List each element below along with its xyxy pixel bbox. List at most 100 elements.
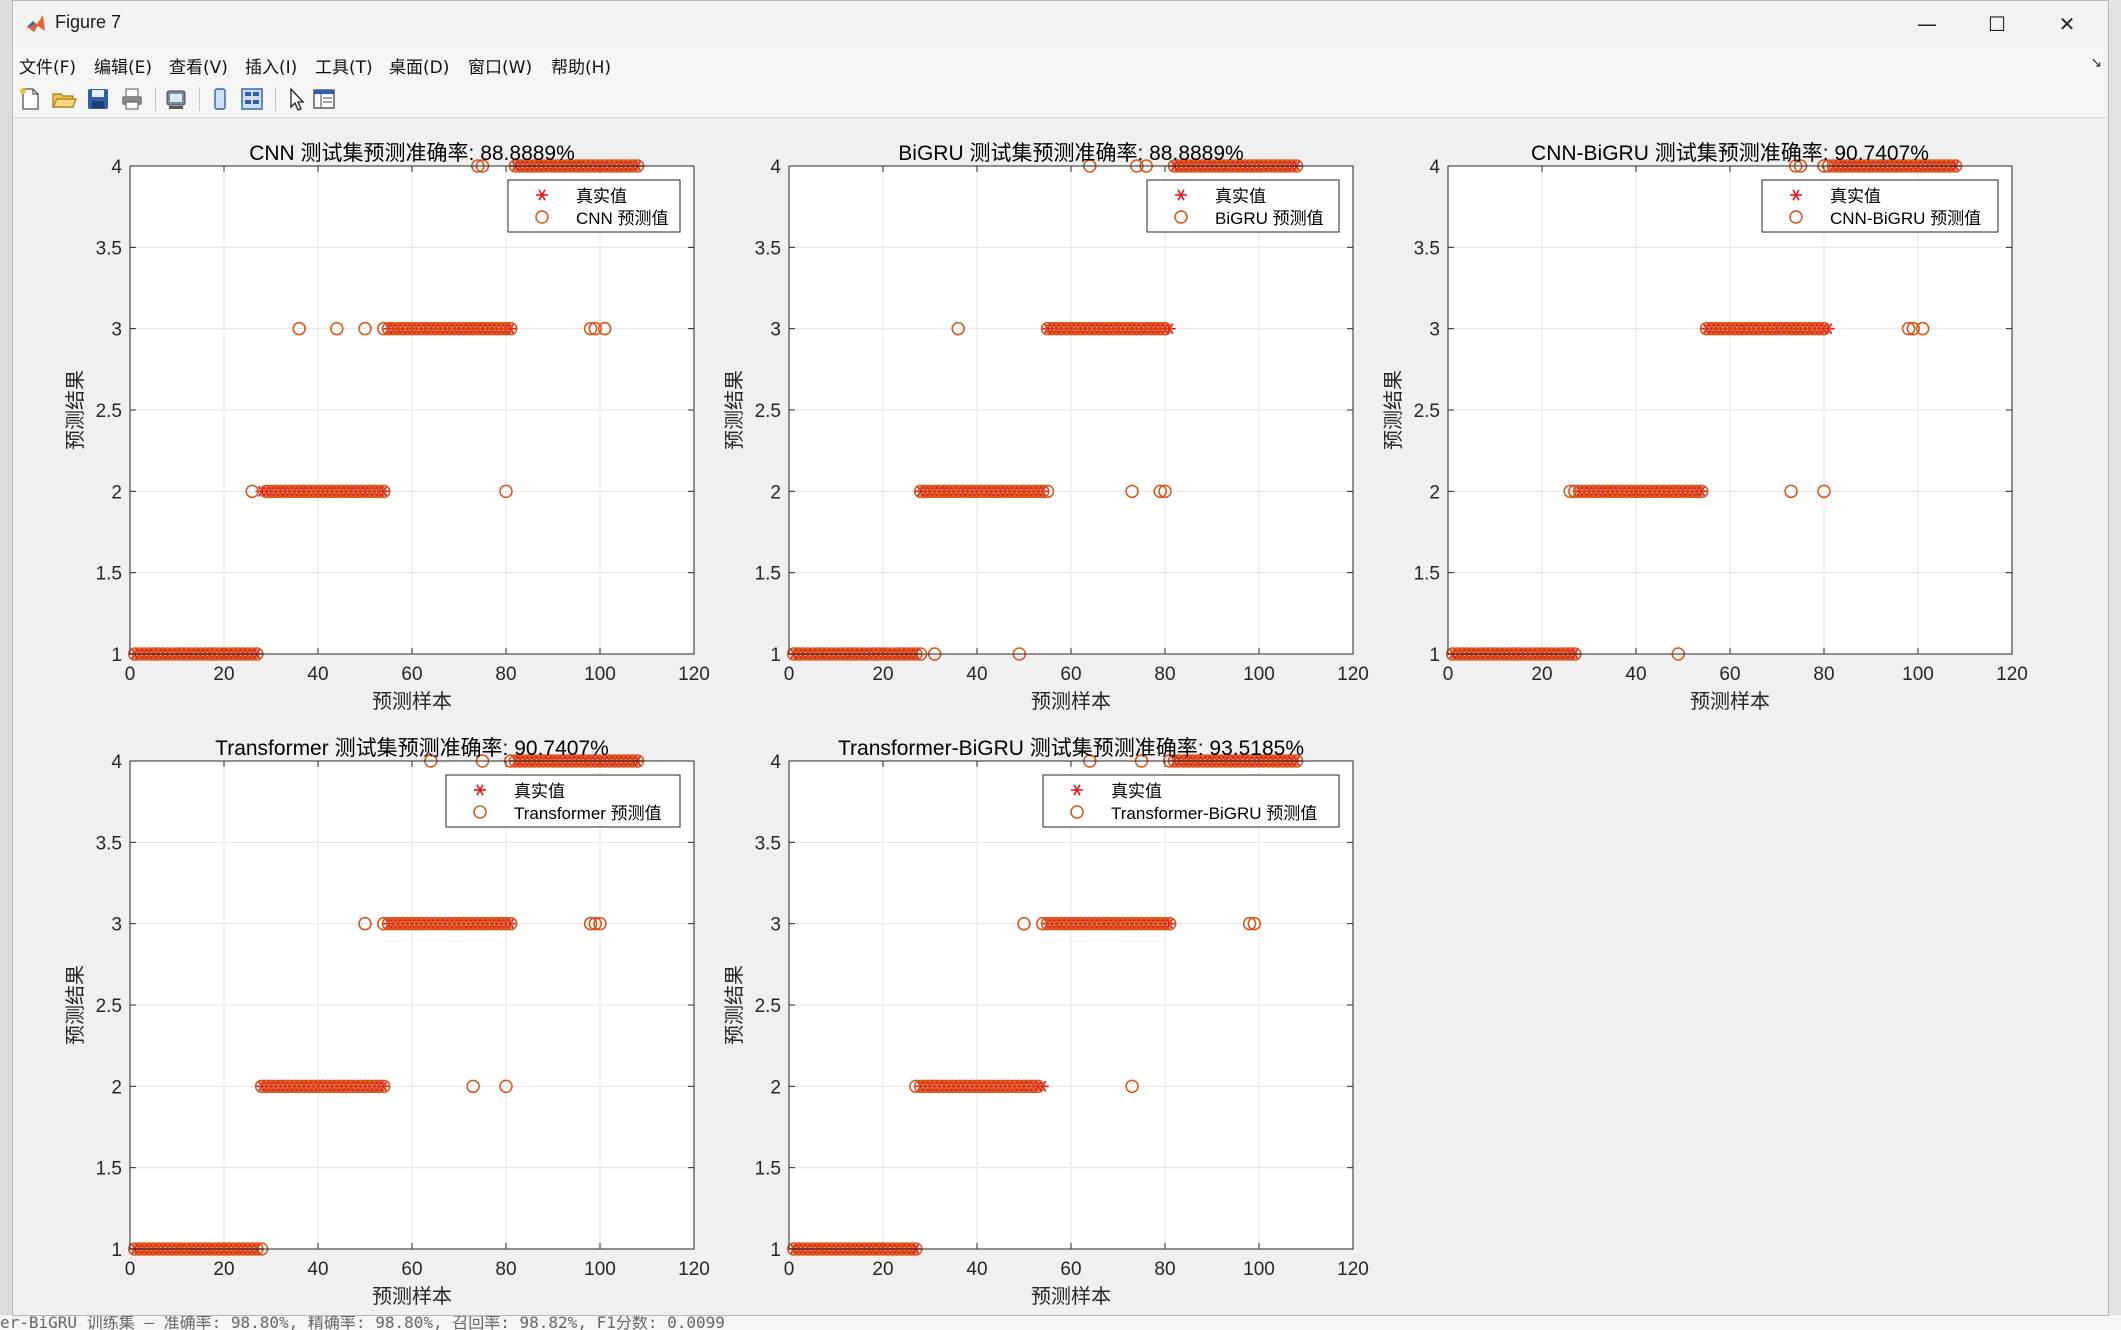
property-editor-icon[interactable] <box>311 86 337 112</box>
menu-desktop[interactable]: 桌面(D) <box>389 58 450 78</box>
predicted-value-point <box>1629 484 1643 499</box>
legend-pred-label: BiGRU 预测值 <box>1215 209 1324 228</box>
predicted-value-point <box>315 484 330 499</box>
predicted-value-point <box>362 484 377 499</box>
menu-file[interactable]: 文件(F) <box>19 58 77 78</box>
predicted-value-point <box>391 916 405 931</box>
menu-dock-arrow-icon[interactable]: ↘ <box>2090 55 2102 71</box>
maximize-button[interactable]: ☐ <box>1962 1 2032 47</box>
new-figure-icon[interactable] <box>17 86 43 112</box>
predicted-value-point <box>984 1079 998 1094</box>
predicted-value-point <box>951 1079 965 1094</box>
predicted-value-point <box>442 916 457 931</box>
predicted-value-point <box>259 1079 274 1094</box>
axes-border <box>788 760 1354 1250</box>
predicted-value-point <box>386 321 400 336</box>
predicted-value-point <box>1713 321 1728 336</box>
subplot-3: 0 20 40 60 80 100 120 1 1.5 2 2.5 3 3.5 4 CNN-BiGRU 测试… <box>1382 142 2028 713</box>
predicted-value-point <box>499 321 513 336</box>
predicted-value-point <box>1652 484 1667 499</box>
edit-plot-arrow-icon[interactable] <box>283 86 309 112</box>
x-tick-label: 100 <box>1902 664 1934 685</box>
open-file-icon[interactable] <box>51 86 77 112</box>
legend-box <box>1146 179 1340 233</box>
y-tick-label: 3 <box>111 915 122 936</box>
legend-pred-label: CNN 预测值 <box>576 209 669 228</box>
predicted-value-point <box>320 1079 335 1094</box>
predicted-value-point <box>1770 321 1784 336</box>
predicted-value-point <box>1101 916 1116 931</box>
link-plot-icon[interactable] <box>207 86 233 112</box>
legend-true-label: 真实值 <box>1111 782 1162 801</box>
predicted-value-point <box>965 1079 980 1094</box>
insert-colorbar-icon[interactable] <box>239 86 265 112</box>
predicted-value-point <box>942 1079 956 1094</box>
menu-insert[interactable]: 插入(I) <box>245 58 298 78</box>
predicted-value-point <box>424 321 438 336</box>
x-tick-label: 60 <box>401 1259 422 1280</box>
predicted-value-point <box>1798 321 1812 336</box>
predicted-value-point <box>254 1079 269 1094</box>
predicted-outlier-point <box>1901 321 1916 336</box>
menu-view[interactable]: 查看(V) <box>169 58 228 78</box>
predicted-value-point <box>1012 1079 1027 1094</box>
subplot-title: CNN-BiGRU 测试集预测准确率: 90.7407% <box>1531 142 1929 165</box>
menu-edit[interactable]: 编辑(E) <box>94 58 153 78</box>
print-icon[interactable] <box>119 86 145 112</box>
predicted-value-point <box>1638 484 1653 499</box>
save-icon[interactable] <box>85 86 111 112</box>
predicted-value-point <box>381 916 396 931</box>
predicted-value-point <box>998 1079 1012 1094</box>
predicted-value-point <box>1054 321 1069 336</box>
close-button[interactable]: ✕ <box>2032 1 2102 47</box>
print-preview-icon[interactable] <box>163 86 189 112</box>
predicted-value-point <box>424 916 438 931</box>
predicted-value-point <box>1134 321 1149 336</box>
x-tick-label: 20 <box>872 1259 893 1280</box>
predicted-value-point <box>993 1079 1008 1094</box>
predicted-value-point <box>480 916 494 931</box>
predicted-value-point <box>344 484 358 499</box>
predicted-value-point <box>1723 321 1737 336</box>
predicted-value-point <box>1662 484 1676 499</box>
legend-true-label: 真实值 <box>576 187 627 206</box>
predicted-value-point <box>960 1079 975 1094</box>
predicted-value-point <box>283 484 297 499</box>
predicted-value-point <box>1624 484 1639 499</box>
predicted-value-point <box>334 484 349 499</box>
predicted-value-point <box>1045 321 1059 336</box>
figure-canvas[interactable]: 0 20 40 60 80 100 120 1 1.5 2 2.5 3 3.5 4 CNN 测试集预测准确率… <box>13 118 2108 1315</box>
toolbar-separator <box>155 87 156 111</box>
x-tick-label: 80 <box>495 1259 516 1280</box>
minimize-button[interactable]: — <box>1892 1 1962 47</box>
predicted-value-point <box>264 1079 278 1094</box>
predicted-value-point <box>438 916 452 931</box>
predicted-value-point <box>287 1079 302 1094</box>
predicted-value-point <box>419 916 433 931</box>
y-tick-label: 1.5 <box>96 564 122 585</box>
x-tick-label: 120 <box>1996 664 2028 685</box>
predicted-value-point <box>1751 321 1765 336</box>
predicted-value-point <box>414 916 429 931</box>
predicted-value-point <box>367 1079 382 1094</box>
predicted-value-point <box>1040 484 1055 499</box>
y-tick-label: 2 <box>770 482 781 503</box>
menu-tools[interactable]: 工具(T) <box>315 58 373 78</box>
predicted-value-point <box>1130 321 1144 336</box>
predicted-value-point <box>1083 916 1097 931</box>
predicted-value-point <box>1676 484 1690 499</box>
title-bar[interactable]: Figure 7 — ☐ ✕ <box>13 1 2108 47</box>
legend-pred-marker <box>1789 210 1803 224</box>
axes-border <box>788 165 1354 655</box>
menu-window[interactable]: 窗口(W) <box>468 58 533 78</box>
predicted-outlier-point <box>466 1079 480 1094</box>
predicted-value-point <box>339 484 353 499</box>
menu-help[interactable]: 帮助(H) <box>551 58 612 78</box>
predicted-value-point <box>1568 484 1582 499</box>
predicted-outlier-point <box>1242 916 1257 931</box>
predicted-value-point <box>489 321 504 336</box>
predicted-value-point <box>1657 484 1671 499</box>
predicted-value-point <box>1012 484 1027 499</box>
predicted-value-point <box>1765 321 1780 336</box>
predicted-outlier-point <box>593 916 607 931</box>
